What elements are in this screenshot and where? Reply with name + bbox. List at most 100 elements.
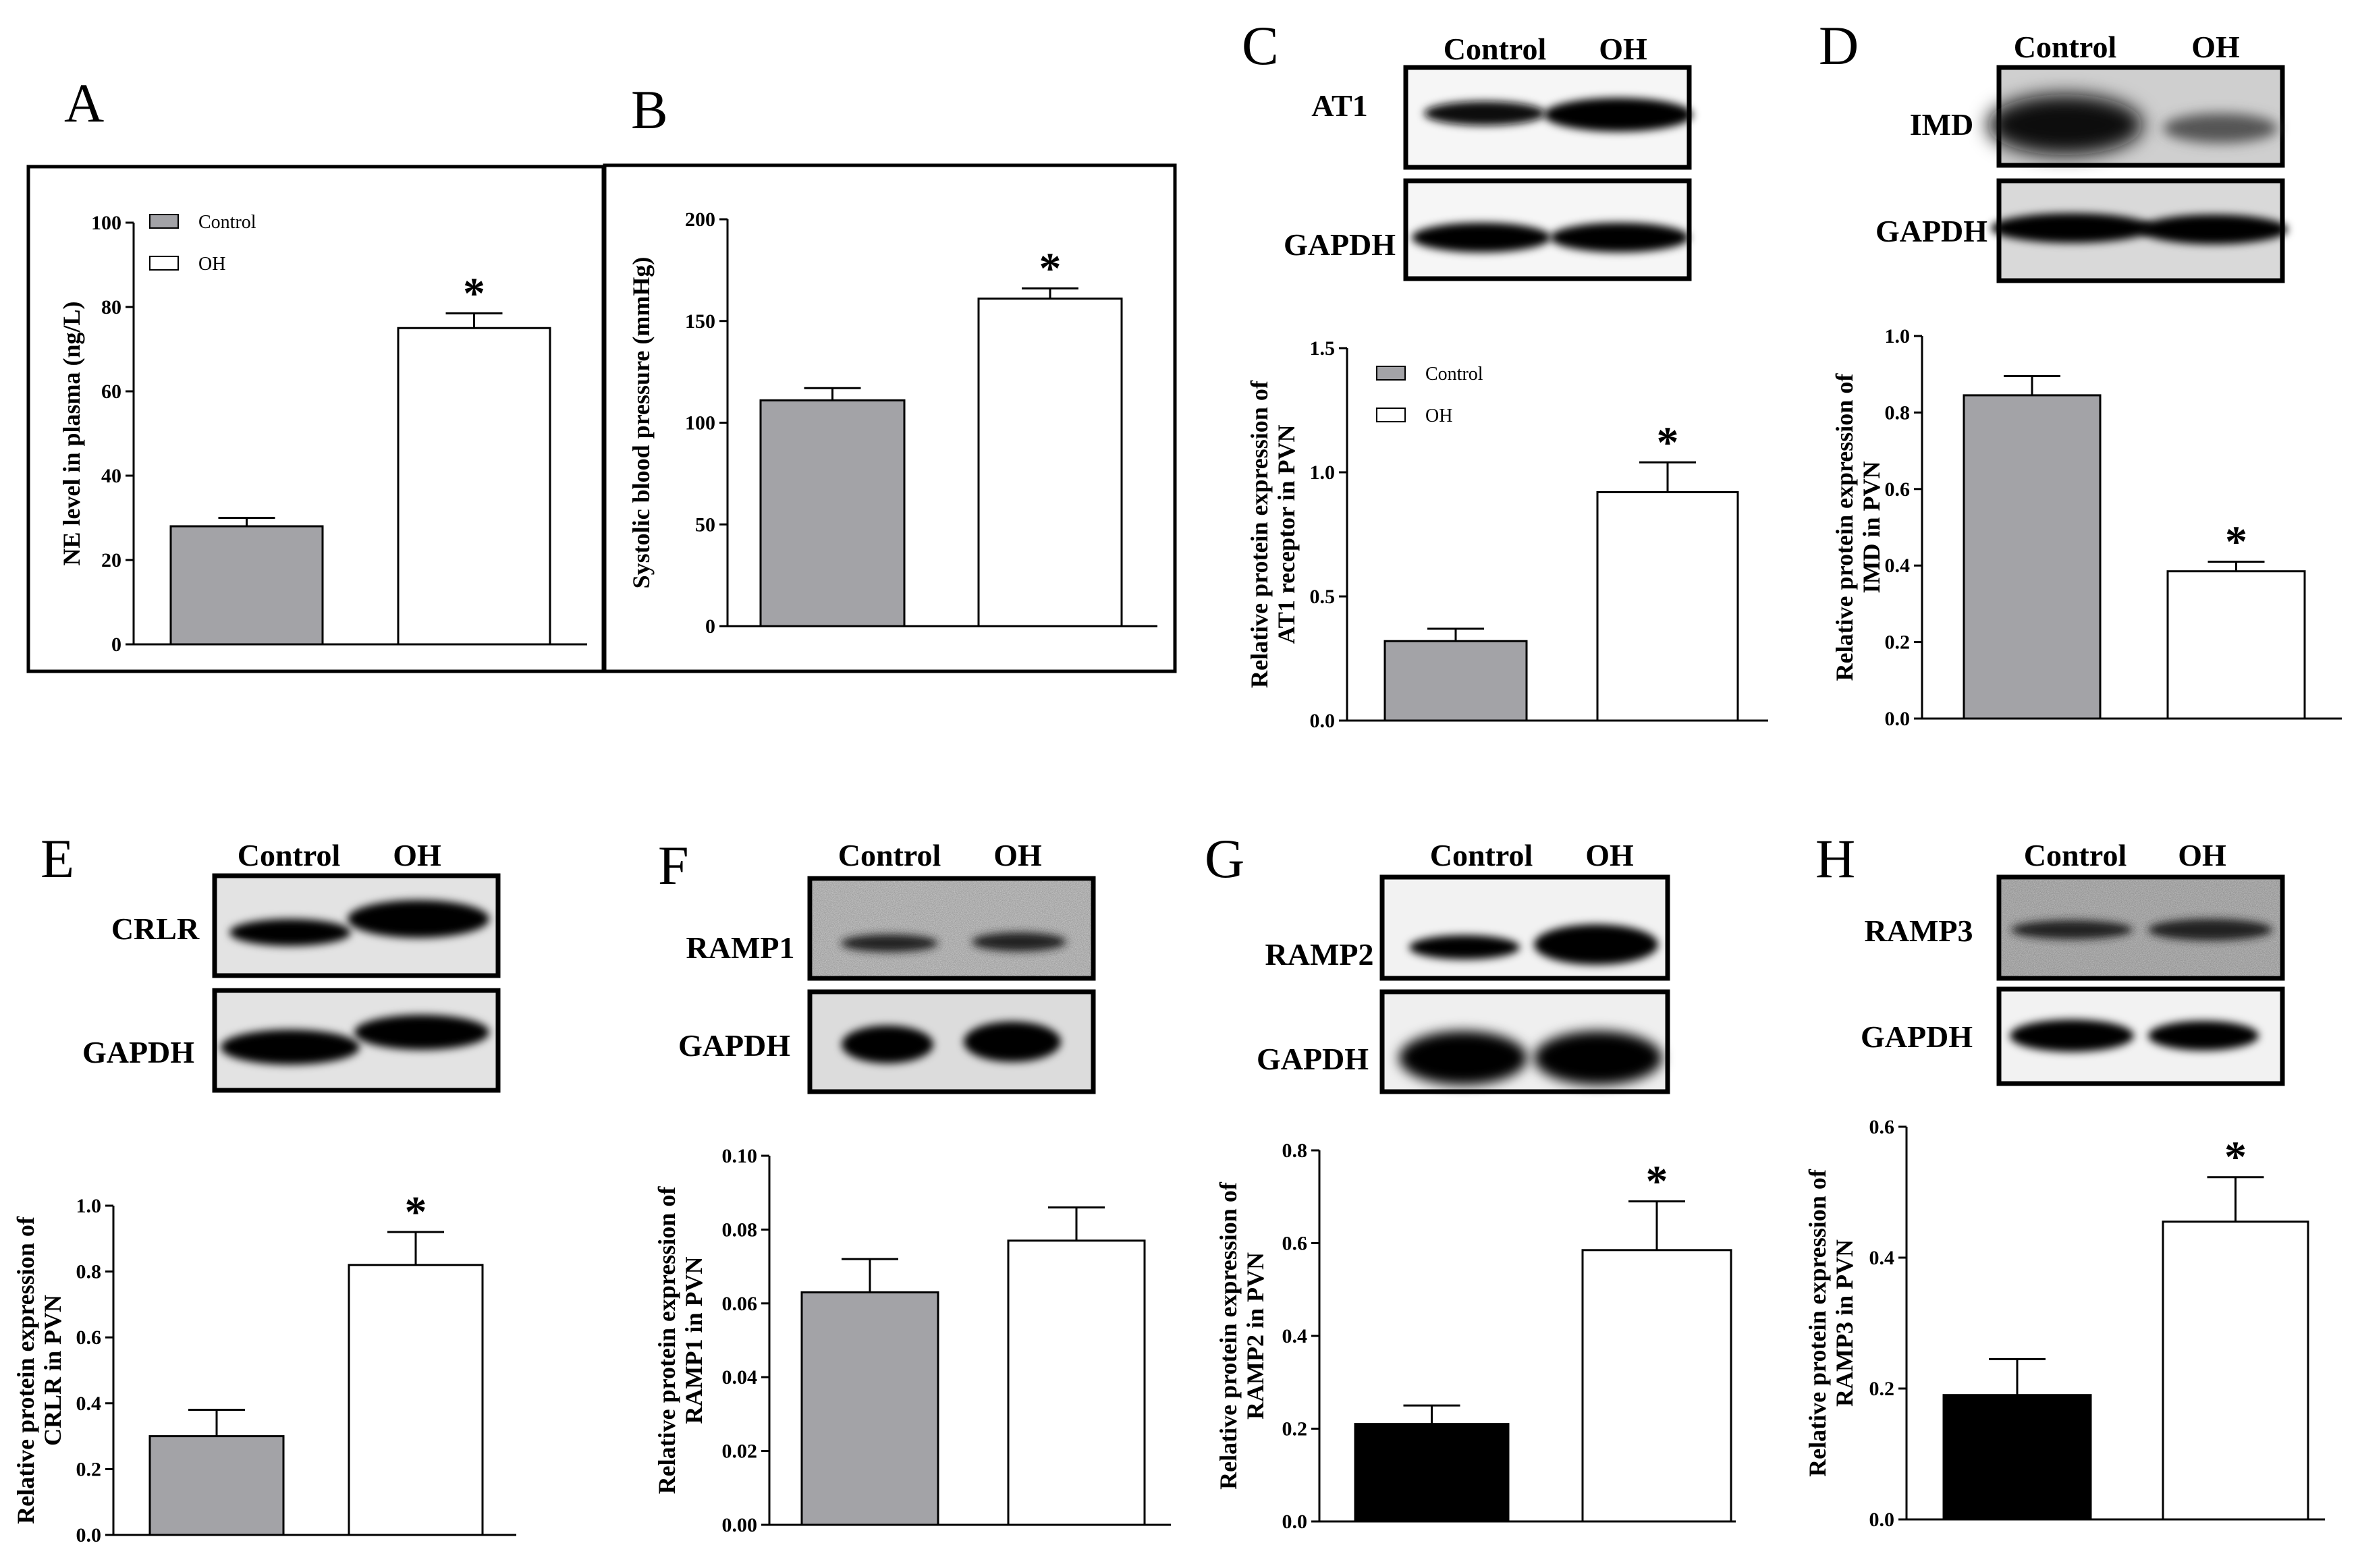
y-axis-label: Relative protein expression of xyxy=(1215,1181,1242,1490)
blot-e: Control OH CRLR GAPDH xyxy=(82,838,501,1093)
y-axis-label: Relative protein expression of xyxy=(1831,373,1858,681)
blot-d-band xyxy=(1987,94,2143,155)
y-axis-label: Relative protein expression of xyxy=(1804,1169,1831,1477)
y-axis-label: AT1 receptor in PVN xyxy=(1273,425,1300,644)
chart-a: 0 20 40 60 80 100 NE level in plasma (ng/L) * Co… xyxy=(58,212,587,656)
chart-g: 0.0 0.2 0.4 0.6 0.8 Relative protein expressi… xyxy=(1215,1140,1736,1533)
blot-c-band xyxy=(1550,223,1689,252)
y-tick-label: 100 xyxy=(685,412,715,435)
significance-star: * xyxy=(463,269,485,318)
blot-h-header-control: Control xyxy=(2024,838,2127,872)
legend-swatch-oh xyxy=(1376,408,1406,422)
blot-g-band xyxy=(1534,1031,1662,1085)
blot-c-band xyxy=(1544,98,1693,132)
blot-g-row-gapdh: GAPDH xyxy=(1257,1042,1369,1076)
blot-g-row-ramp2: RAMP2 xyxy=(1265,937,1374,972)
blot-g-band xyxy=(1409,935,1520,959)
blot-e-header-control: Control xyxy=(238,838,341,872)
blot-c-header-oh: OH xyxy=(1599,32,1647,66)
y-tick-label: 0.4 xyxy=(76,1393,102,1415)
y-tick-label: 0.2 xyxy=(1282,1418,1308,1440)
y-axis-label: RAMP1 in PVN xyxy=(680,1257,707,1424)
blot-e-row-gapdh: GAPDH xyxy=(82,1035,194,1069)
y-tick-label: 0.4 xyxy=(1282,1325,1308,1347)
blot-h: Control OH RAMP3 GAPDH xyxy=(1861,838,2285,1086)
blot-c-row-gapdh: GAPDH xyxy=(1284,227,1396,262)
panel-letter-h: H xyxy=(1815,828,1855,889)
blot-e-band xyxy=(348,900,489,938)
significance-star: * xyxy=(1039,244,1062,293)
blot-f-band xyxy=(842,1026,933,1063)
blot-h-header-oh: OH xyxy=(2178,838,2226,872)
blot-h-band xyxy=(2148,919,2272,941)
blot-f: Control OH RAMP1 GAPDH xyxy=(678,838,1096,1094)
blot-f-grain xyxy=(813,881,1091,976)
y-tick-label: 0.6 xyxy=(76,1326,102,1349)
blot-c-band xyxy=(1412,223,1551,252)
bar-oh xyxy=(977,298,1123,627)
blot-h-band xyxy=(2010,1019,2134,1052)
y-tick-label: 0.02 xyxy=(722,1440,758,1463)
blot-d-row-gapdh: GAPDH xyxy=(1875,214,1987,248)
y-tick-label: 1.0 xyxy=(76,1195,102,1217)
blot-g-band xyxy=(1399,1031,1527,1085)
chart-f: 0.00 0.02 0.04 0.06 0.08 0.10 Relative protein… xyxy=(653,1145,1171,1536)
y-tick-label: 40 xyxy=(101,465,121,487)
bar-oh xyxy=(397,327,551,646)
y-tick-label: 0.0 xyxy=(76,1524,102,1546)
y-tick-label: 0.06 xyxy=(722,1293,758,1315)
y-tick-label: 50 xyxy=(695,513,715,536)
blot-d-band xyxy=(1991,213,2153,243)
blot-g-header-control: Control xyxy=(1430,838,1533,872)
blot-g-band xyxy=(1534,924,1658,965)
significance-star: * xyxy=(405,1187,427,1237)
blot-c-row-at1: AT1 xyxy=(1311,88,1368,123)
panel-letter-d: D xyxy=(1819,15,1859,76)
blot-f-header-oh: OH xyxy=(993,838,1042,872)
y-tick-label: 0.08 xyxy=(722,1219,758,1241)
blot-d-header-control: Control xyxy=(2014,30,2117,64)
blot-f-band xyxy=(841,934,938,952)
blot-h-row-gapdh: GAPDH xyxy=(1861,1019,1973,1054)
legend-label-control: Control xyxy=(198,212,256,233)
y-tick-label: 150 xyxy=(685,310,715,333)
chart-c: 0.0 0.5 1.0 1.5 Relative protein expression … xyxy=(1246,337,1768,732)
y-tick-label: 100 xyxy=(91,212,121,234)
y-tick-label: 0.2 xyxy=(1869,1378,1895,1400)
panel-letter-g: G xyxy=(1205,828,1244,889)
panel-letter-c: C xyxy=(1242,15,1279,76)
y-tick-label: 0.6 xyxy=(1869,1116,1895,1138)
panel-letter-e: E xyxy=(40,828,74,889)
y-tick-label: 0.5 xyxy=(1310,586,1336,608)
blot-h-band xyxy=(2148,1021,2259,1051)
bar-control xyxy=(1383,640,1528,722)
y-tick-label: 1.0 xyxy=(1310,461,1336,484)
blot-g-header-oh: OH xyxy=(1585,838,1634,872)
blot-f-band xyxy=(964,1021,1061,1062)
blot-e-header-oh: OH xyxy=(393,838,441,872)
y-axis-label: NE level in plasma (ng/L) xyxy=(58,301,85,565)
y-tick-label: 0.0 xyxy=(1310,710,1336,732)
blot-d: Control OH IMD GAPDH xyxy=(1875,30,2288,283)
y-tick-label: 0.4 xyxy=(1869,1247,1895,1269)
y-axis-label: Systolic blood pressure (mmHg) xyxy=(628,257,655,589)
y-tick-label: 0.8 xyxy=(1282,1140,1308,1162)
y-axis-label: IMD in PVN xyxy=(1858,461,1885,594)
y-tick-label: 0 xyxy=(111,634,121,656)
bar-oh xyxy=(2162,1221,2309,1521)
y-tick-label: 0.0 xyxy=(1885,708,1911,730)
legend-label-oh: OH xyxy=(1425,405,1452,426)
legend-label-oh: OH xyxy=(198,254,225,275)
y-axis-label: CRLR in PVN xyxy=(39,1295,66,1446)
y-tick-label: 0.0 xyxy=(1282,1511,1308,1533)
panel-letter-f: F xyxy=(658,835,689,896)
bar-control xyxy=(1354,1423,1510,1523)
y-tick-label: 0.00 xyxy=(722,1514,758,1536)
y-tick-label: 1.0 xyxy=(1885,325,1911,347)
blot-h-row-ramp3: RAMP3 xyxy=(1865,914,1973,948)
blot-e-row-crlr: CRLR xyxy=(111,912,200,946)
significance-star: * xyxy=(2225,517,2247,567)
y-tick-label: 0.6 xyxy=(1885,478,1911,501)
bar-control xyxy=(148,1435,285,1536)
bar-oh xyxy=(348,1264,484,1536)
